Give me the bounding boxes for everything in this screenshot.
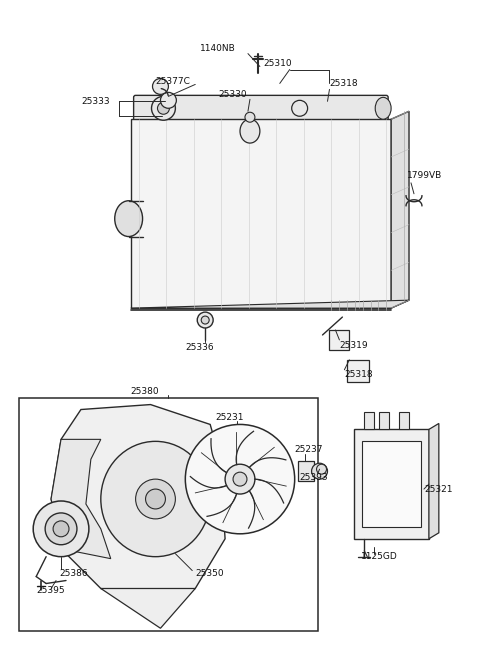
- Ellipse shape: [157, 102, 169, 114]
- Ellipse shape: [316, 464, 326, 474]
- Polygon shape: [354, 430, 429, 539]
- Ellipse shape: [53, 521, 69, 537]
- Ellipse shape: [292, 101, 308, 116]
- Text: 25330: 25330: [218, 90, 247, 99]
- Text: 25231: 25231: [215, 413, 244, 422]
- Bar: [364, 411, 374, 430]
- Bar: [19, 397, 318, 631]
- Ellipse shape: [136, 479, 175, 519]
- Text: 1125GD: 1125GD: [361, 552, 398, 561]
- Polygon shape: [429, 424, 439, 539]
- Text: 25377C: 25377C: [156, 77, 191, 86]
- Text: 25395: 25395: [36, 586, 65, 595]
- Ellipse shape: [225, 464, 255, 494]
- Ellipse shape: [245, 112, 255, 122]
- Ellipse shape: [312, 463, 327, 479]
- Bar: [362, 442, 421, 527]
- Ellipse shape: [375, 97, 391, 119]
- Polygon shape: [101, 589, 195, 628]
- Ellipse shape: [201, 316, 209, 324]
- Bar: [399, 411, 409, 430]
- FancyBboxPatch shape: [133, 95, 388, 121]
- Text: 1799VB: 1799VB: [407, 171, 442, 181]
- Polygon shape: [131, 119, 391, 308]
- Ellipse shape: [233, 472, 247, 486]
- Text: 25350: 25350: [195, 569, 224, 578]
- Bar: [348, 360, 369, 382]
- Text: 25386: 25386: [59, 569, 88, 578]
- Text: 25336: 25336: [185, 344, 214, 352]
- Ellipse shape: [33, 501, 89, 556]
- Text: 25380: 25380: [131, 387, 159, 396]
- Text: 25319: 25319: [339, 342, 368, 350]
- Text: 25318: 25318: [344, 371, 373, 379]
- Bar: [379, 411, 389, 430]
- Text: 1140NB: 1140NB: [200, 44, 236, 53]
- Bar: [329, 330, 349, 350]
- Text: 25321: 25321: [424, 485, 453, 493]
- Ellipse shape: [101, 442, 210, 556]
- Ellipse shape: [152, 97, 175, 120]
- Ellipse shape: [160, 93, 176, 108]
- Polygon shape: [51, 440, 111, 558]
- Polygon shape: [131, 300, 409, 308]
- Text: 25237: 25237: [295, 445, 323, 454]
- Polygon shape: [51, 405, 225, 599]
- Ellipse shape: [45, 513, 77, 545]
- Text: 25318: 25318: [329, 79, 358, 88]
- Text: 25393: 25393: [300, 472, 328, 482]
- Ellipse shape: [153, 78, 168, 95]
- Ellipse shape: [185, 424, 295, 533]
- Text: 25333: 25333: [81, 97, 109, 106]
- Text: 25310: 25310: [263, 59, 291, 68]
- Ellipse shape: [197, 312, 213, 328]
- Polygon shape: [391, 111, 409, 308]
- Ellipse shape: [145, 489, 166, 509]
- Bar: [298, 461, 313, 481]
- Ellipse shape: [115, 201, 143, 237]
- Ellipse shape: [240, 119, 260, 143]
